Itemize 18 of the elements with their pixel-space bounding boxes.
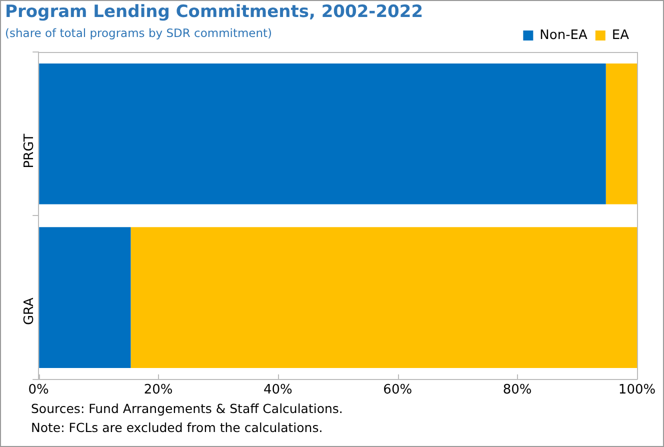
x-tick-label: 40% xyxy=(264,382,292,398)
bar xyxy=(130,227,637,368)
bar xyxy=(39,63,606,204)
x-tick-label: 20% xyxy=(144,382,173,398)
x-tick-label: 80% xyxy=(502,382,532,398)
x-tick-label: 100% xyxy=(618,382,656,398)
text: Note: FCLs are excluded from the calculations. xyxy=(31,419,324,437)
y-tick-label: GRA xyxy=(22,297,37,326)
bar xyxy=(606,63,637,204)
chart-subtitle: (share of total programs by SDR commitment) xyxy=(5,26,272,40)
chart-title: Program Lending Commitments, 2002-2022 xyxy=(5,2,424,22)
x-tick-label: 0% xyxy=(28,382,49,398)
x-tick-label: 60% xyxy=(383,382,412,398)
source-note: Sources: Fund Arrangements & Staff Calculations. xyxy=(31,400,343,418)
y-tick-label: PRGT xyxy=(22,134,37,168)
bar xyxy=(39,227,131,368)
legend-label: EA xyxy=(612,28,630,43)
legend-label: Non-EA xyxy=(540,28,588,43)
